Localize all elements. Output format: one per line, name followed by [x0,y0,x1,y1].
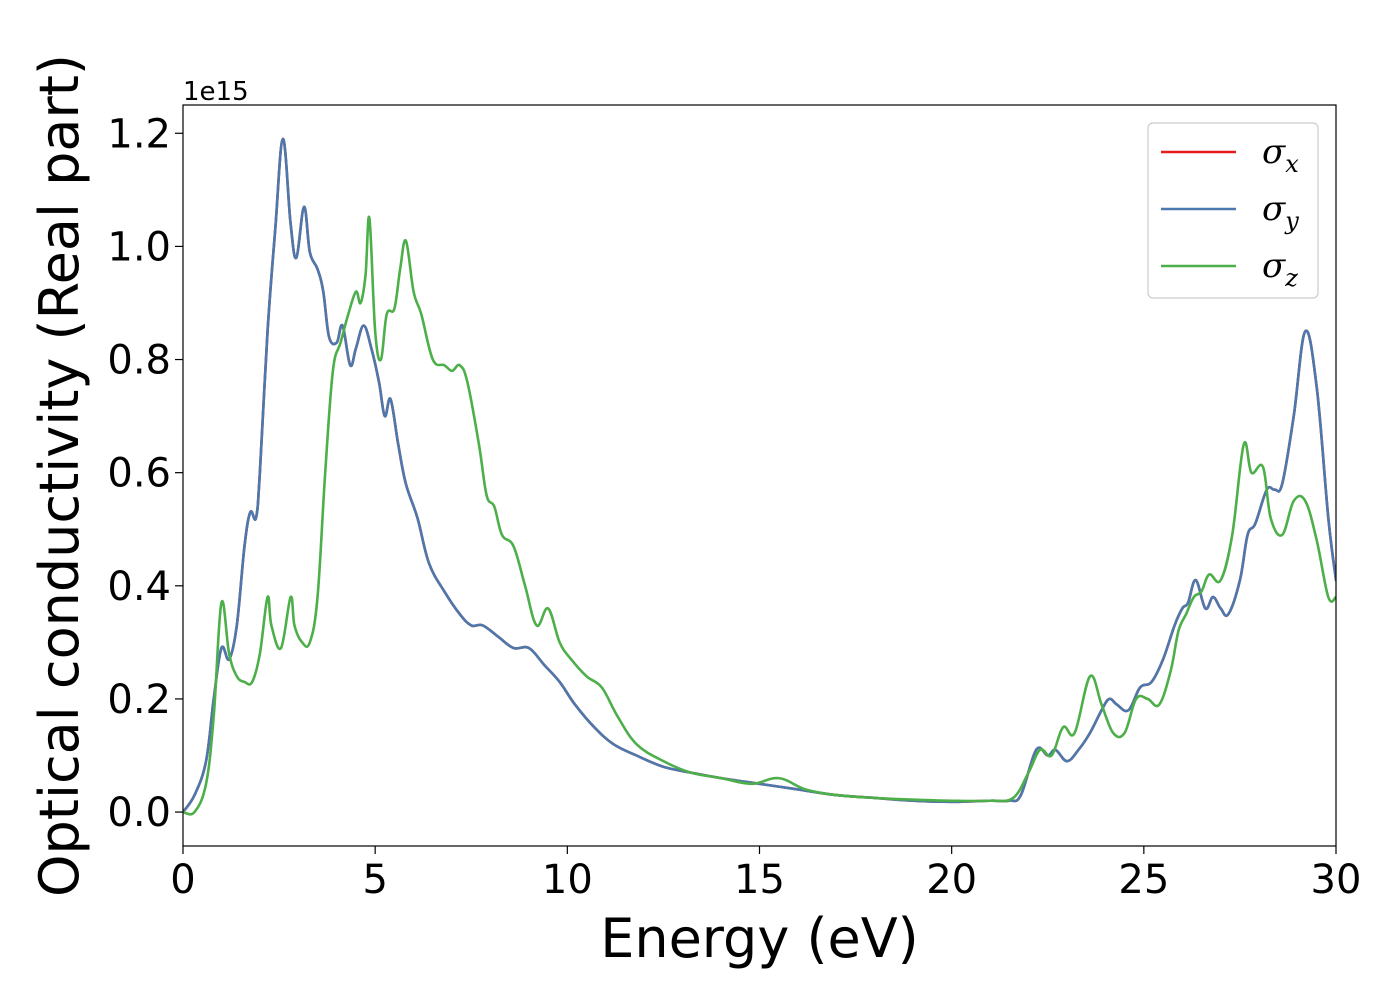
x-tick-label: 30 [1311,857,1362,903]
legend-label-y: σy [1262,189,1299,235]
y-tick-label: 0.8 [107,338,171,384]
x-tick-label: 25 [1118,857,1169,903]
y-tick-label: 0.6 [107,451,171,497]
y-tick-label: 0.0 [107,790,171,836]
y-offset-label: 1e15 [183,77,249,107]
y-tick-label: 1.0 [107,224,171,270]
x-tick-label: 10 [542,857,593,903]
legend-box [1147,122,1319,299]
y-axis-title: Optical conductivity (Real part) [28,54,91,897]
series-layer [183,137,1336,816]
x-tick-label: 5 [362,857,387,903]
x-axis: 0 5 10 15 20 25 30 [170,846,1361,903]
x-axis-title: Energy (eV) [600,907,919,970]
y-tick-label: 0.4 [107,564,171,610]
legend: σx σy σz [1147,122,1319,299]
y-tick-label: 1.2 [107,111,171,157]
series-line-z [183,215,1336,816]
legend-label-x: σx [1262,132,1299,178]
y-tick-label: 0.2 [107,677,171,723]
y-axis: 0.0 0.2 0.4 0.6 0.8 1.0 1.2 [107,111,183,836]
x-tick-label: 15 [734,857,785,903]
legend-label-z: σz [1262,246,1298,292]
x-tick-label: 20 [926,857,977,903]
x-tick-label: 0 [170,857,195,903]
